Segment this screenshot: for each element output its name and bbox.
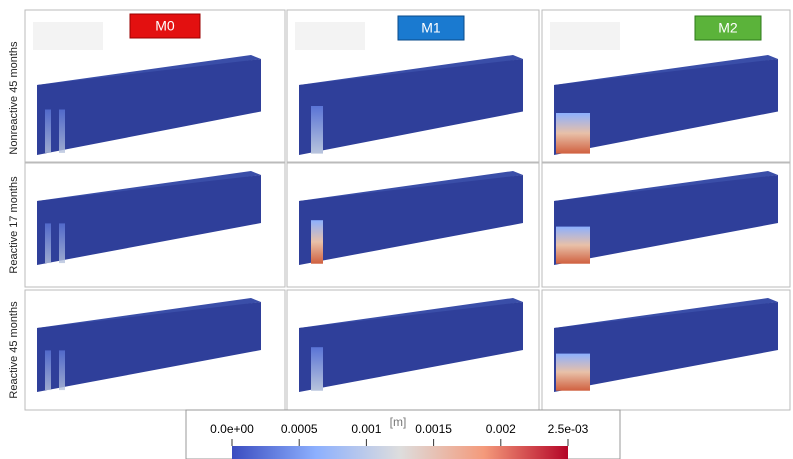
box-front (554, 59, 778, 155)
plume (59, 350, 65, 391)
plume (59, 223, 65, 264)
plume (45, 109, 51, 153)
box-front (299, 302, 523, 392)
box-front (554, 175, 778, 265)
colorbar-tick-label: 0.002 (486, 422, 516, 436)
plume (311, 220, 323, 264)
badge (397, 15, 465, 41)
plume (311, 347, 323, 391)
colorbar (232, 446, 568, 459)
badge (694, 15, 762, 41)
box-front (554, 302, 778, 392)
box-front (299, 59, 523, 155)
box-front (37, 175, 261, 265)
plume (556, 226, 590, 264)
row-label: Reactive 45 months (8, 301, 20, 399)
row-label: Reactive 17 months (8, 176, 20, 274)
column-label: M1 (421, 20, 441, 36)
plume (556, 113, 590, 154)
box-front (299, 175, 523, 265)
column-label: M0 (155, 18, 175, 34)
colorbar-tick-label: 0.0015 (415, 422, 452, 436)
colorbar-unit: [m] (390, 415, 407, 429)
row-label: Nonreactive 45 months (8, 41, 20, 155)
colorbar-tick-label: 0.001 (351, 422, 381, 436)
colorbar-tick-label: 0.0e+00 (210, 422, 254, 436)
plume (45, 350, 51, 391)
box-front (37, 59, 261, 155)
ghost (295, 22, 365, 50)
colorbar-tick-label: 2.5e-03 (548, 422, 589, 436)
column-label: M2 (718, 20, 738, 36)
ghost (33, 22, 103, 50)
plume (556, 353, 590, 391)
plume (59, 109, 65, 153)
colorbar-tick-label: 0.0005 (281, 422, 318, 436)
plume (45, 223, 51, 264)
plume (311, 106, 323, 154)
badge (129, 13, 201, 39)
ghost (550, 22, 620, 50)
box-front (37, 302, 261, 392)
